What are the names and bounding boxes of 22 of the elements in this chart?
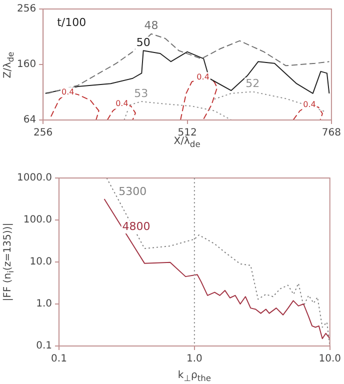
x-axis-title: X/λ$_{de}$ bbox=[174, 136, 200, 149]
y-tick-label: 1.0 bbox=[36, 298, 52, 310]
y-tick-label: 0.1 bbox=[36, 340, 52, 352]
y-tick-label: 100.0 bbox=[23, 214, 52, 226]
y-tick-label: 10.0 bbox=[30, 256, 52, 268]
series-label: 48 bbox=[144, 19, 158, 32]
series-label: 50 bbox=[136, 36, 150, 49]
x-tick-label: 768 bbox=[322, 128, 342, 139]
series-label: 4800 bbox=[122, 220, 150, 233]
x-tick-label: 1.0 bbox=[186, 354, 202, 365]
annotation: t/100 bbox=[57, 16, 86, 29]
x-tick-label: 10.0 bbox=[318, 354, 341, 365]
series-label: 52 bbox=[246, 77, 260, 90]
series-label: 5300 bbox=[118, 184, 147, 198]
y-tick-label: 1000.0 bbox=[16, 172, 52, 184]
x-axis-title: k$_{⊥}$ρ$_{the}$ bbox=[178, 370, 212, 383]
y-tick-label: 64 bbox=[23, 114, 36, 126]
series-label: 53 bbox=[134, 86, 148, 100]
x-tick-label: 0.1 bbox=[51, 354, 67, 365]
y-tick-label: 160 bbox=[16, 59, 36, 70]
y-tick-label: 256 bbox=[16, 4, 36, 15]
line-series bbox=[214, 91, 325, 112]
